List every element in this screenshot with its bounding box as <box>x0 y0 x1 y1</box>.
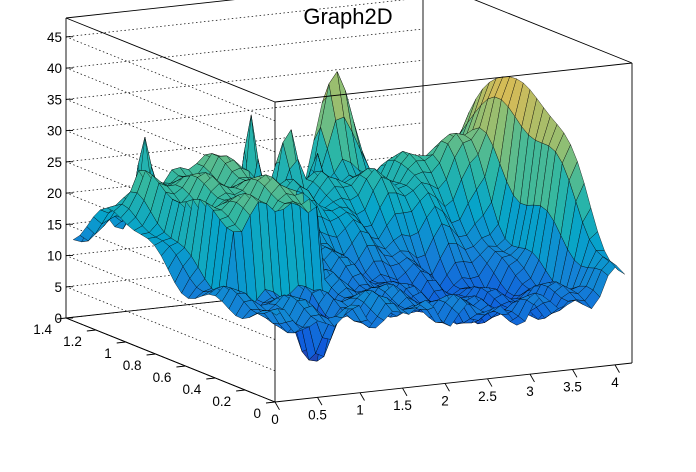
z-tick-label: 25 <box>47 155 62 170</box>
y-tick-label: 0.8 <box>123 358 142 373</box>
z-tick-label: 5 <box>54 280 62 295</box>
x-tick <box>317 397 323 406</box>
y-tick <box>146 353 156 356</box>
frame-edge <box>65 317 276 403</box>
x-tick-label: 3.5 <box>563 380 582 395</box>
grid-line <box>65 28 424 153</box>
y-tick-label: 0.2 <box>212 394 231 409</box>
x-tick-label: 2.5 <box>478 389 497 404</box>
y-tick <box>176 365 186 368</box>
y-tick-label: 1.2 <box>63 334 82 349</box>
z-tick-label: 10 <box>47 249 62 264</box>
axis-ticks: 0 0.5 1 1.5 2 2.5 3 3.5 400.20.40.60.811.21.4051… <box>33 30 620 427</box>
frame-edge <box>274 62 633 103</box>
z-tick-label: 40 <box>47 61 62 76</box>
wall-edge <box>65 17 276 103</box>
y-tick <box>265 401 276 404</box>
x-tick-label: 1.5 <box>393 398 412 413</box>
surface-cell <box>609 260 625 275</box>
z-tick-label: 30 <box>47 124 62 139</box>
chart-title: Graph2D <box>303 4 392 29</box>
x-tick <box>487 378 493 387</box>
z-tick-label: 0 <box>54 311 62 326</box>
y-tick-label: 0.6 <box>153 370 172 385</box>
y-tick <box>236 389 246 392</box>
x-tick-label: 4 <box>611 375 619 390</box>
y-tick-label: 0 <box>253 406 261 421</box>
x-tick-label: 0 <box>271 412 279 427</box>
x-tick-label: 0.5 <box>308 407 327 422</box>
y-tick <box>86 329 96 332</box>
y-tick <box>116 341 126 344</box>
x-tick-label: 3 <box>526 384 534 399</box>
frame-edge <box>474 0 633 64</box>
y-tick <box>206 377 216 380</box>
y-tick <box>56 317 67 320</box>
x-tick <box>359 392 365 401</box>
y-tick-label: 1.4 <box>33 322 52 337</box>
x-tick-label: 2 <box>441 393 449 408</box>
x-tick <box>274 401 280 411</box>
z-tick-label: 20 <box>47 186 62 201</box>
x-tick <box>402 387 408 397</box>
x-tick-label: 1 <box>356 403 364 418</box>
wall-edge <box>65 0 235 19</box>
x-tick <box>529 373 535 383</box>
y-tick-label: 0.4 <box>183 382 202 397</box>
z-tick-label: 45 <box>47 30 62 45</box>
surface-mesh <box>72 70 625 362</box>
x-tick <box>572 369 578 378</box>
x-tick <box>614 364 620 373</box>
z-tick-label: 15 <box>47 217 62 232</box>
z-tick-label: 35 <box>47 92 62 107</box>
x-tick <box>444 383 450 392</box>
y-tick-label: 1 <box>104 346 112 361</box>
